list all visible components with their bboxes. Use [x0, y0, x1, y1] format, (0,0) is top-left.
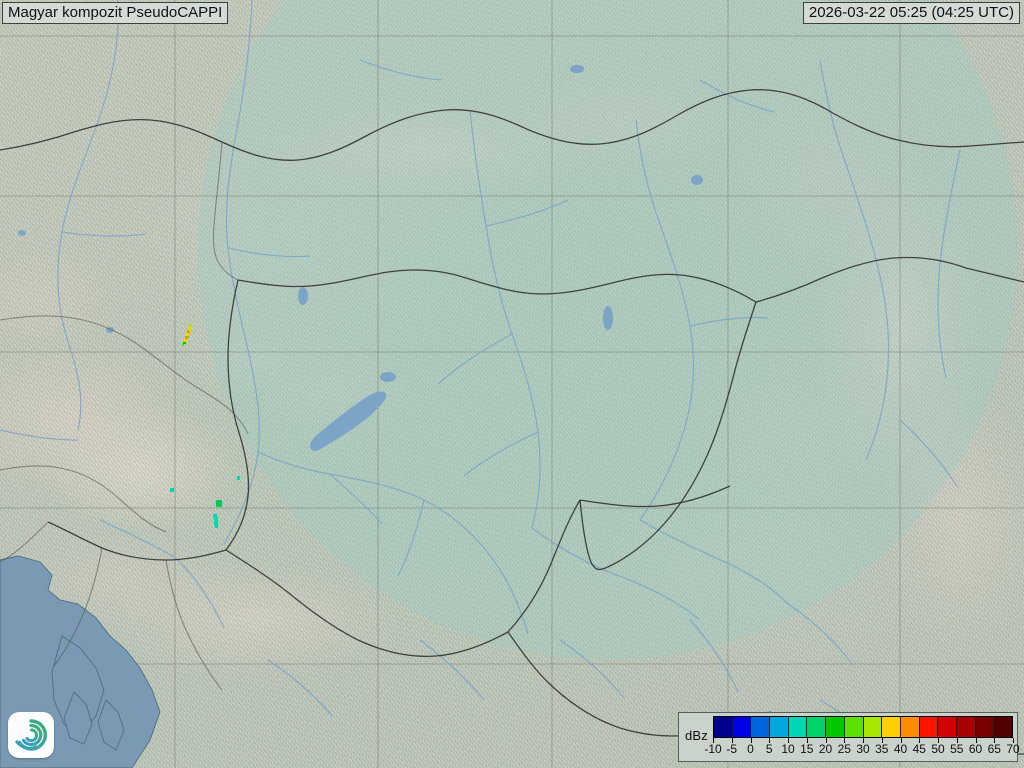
- country-borders: [0, 89, 1024, 757]
- legend-label-15: 15: [800, 742, 814, 756]
- legend-unit-label: dBz: [685, 728, 709, 743]
- legend-tick-15: [806, 738, 808, 743]
- legend-tick-0: [750, 738, 752, 743]
- legend-swatch-12: [938, 717, 957, 737]
- lakes: [18, 65, 703, 452]
- legend-tick-45: [919, 738, 921, 743]
- legend-colorbar: [713, 716, 1013, 738]
- legend-swatch-2: [751, 717, 771, 737]
- legend-swatch-6: [826, 717, 845, 737]
- legend-label-60: 60: [968, 742, 983, 756]
- legend-swatch-9: [882, 717, 901, 737]
- spiral-logo-icon: [15, 719, 47, 751]
- legend-label-0: 0: [747, 742, 754, 756]
- legend-swatch-11: [919, 717, 939, 737]
- legend-swatch-5: [807, 717, 827, 737]
- legend-swatch-1: [732, 717, 752, 737]
- legend-tick-5: [769, 738, 771, 743]
- legend-tick-10: [788, 738, 789, 743]
- legend-label-55: 55: [950, 742, 964, 756]
- legend-swatch-3: [770, 717, 789, 737]
- legend-label--10: -10: [704, 742, 722, 756]
- echo-zala-a: [213, 500, 222, 528]
- legend-tick-50: [938, 738, 939, 743]
- legend-label-40: 40: [893, 742, 908, 756]
- legend-swatch-4: [788, 717, 808, 737]
- legend-label-20: 20: [818, 742, 833, 756]
- legend-label-65: 65: [987, 742, 1001, 756]
- legend-label-35: 35: [875, 742, 889, 756]
- timestamp-box: 2026-03-22 05:25 (04:25 UTC): [802, 2, 1020, 24]
- legend-label-5: 5: [765, 742, 773, 756]
- legend-swatch-10: [900, 717, 920, 737]
- legend-label-50: 50: [931, 742, 945, 756]
- echo-west-edge: [170, 488, 174, 492]
- legend-label-30: 30: [856, 742, 870, 756]
- echo-bakony: [182, 324, 192, 346]
- legend-label-10: 10: [781, 742, 795, 756]
- rivers: [0, 0, 961, 751]
- product-title-box: Magyar kompozit PseudoCAPPI: [2, 2, 229, 24]
- legend-tick-35: [881, 738, 883, 743]
- legend-tick-30: [863, 738, 864, 743]
- echo-north-spot: [237, 476, 240, 480]
- agency-logo[interactable]: [8, 712, 54, 758]
- legend-tick-65: [994, 738, 996, 743]
- legend-tick--5: [731, 738, 733, 743]
- legend-tick-55: [956, 738, 958, 743]
- legend-swatch-7: [844, 717, 864, 737]
- legend-tick-20: [825, 738, 827, 743]
- legend-tick-labels: -10 -5 0 5 10 15 20 25 30 35 40 45 50 55 60 65 70: [704, 742, 1019, 760]
- legend-tick-25: [844, 738, 846, 743]
- legend-tick-70: [1013, 738, 1014, 743]
- legend-label-25: 25: [837, 742, 851, 756]
- legend-tick-60: [975, 738, 977, 743]
- legend-tick-marks: [713, 738, 1014, 743]
- legend-tick-40: [900, 738, 902, 743]
- legend-swatch-8: [863, 717, 883, 737]
- legend-swatch-15: [994, 717, 1012, 737]
- legend-swatch-14: [975, 717, 995, 737]
- legend-tick--10: [713, 738, 714, 743]
- legend-label-45: 45: [912, 742, 926, 756]
- legend-label-70: 70: [1006, 742, 1020, 756]
- dbz-legend-panel: dBz -10 -5 0 5 10 15 20 25 30 35 40 45 50 55 60 65 70: [678, 712, 1020, 762]
- legend-swatch-0: [714, 717, 733, 737]
- legend-label--5: -5: [726, 742, 738, 756]
- legend-swatch-13: [956, 717, 976, 737]
